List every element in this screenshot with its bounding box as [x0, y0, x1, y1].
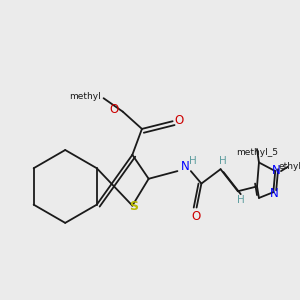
- Text: methyl_5: methyl_5: [236, 148, 278, 158]
- Text: O: O: [175, 114, 184, 127]
- Text: H: H: [237, 195, 244, 205]
- Text: N: N: [272, 164, 280, 177]
- Text: methyl: methyl: [69, 92, 101, 101]
- Text: N: N: [181, 160, 190, 173]
- Text: H: H: [219, 155, 226, 166]
- Text: O: O: [110, 103, 119, 116]
- Text: S: S: [129, 200, 138, 213]
- Text: O: O: [191, 210, 200, 223]
- Text: ethyl: ethyl: [278, 162, 300, 171]
- Text: H: H: [189, 155, 197, 166]
- Text: N: N: [270, 187, 279, 200]
